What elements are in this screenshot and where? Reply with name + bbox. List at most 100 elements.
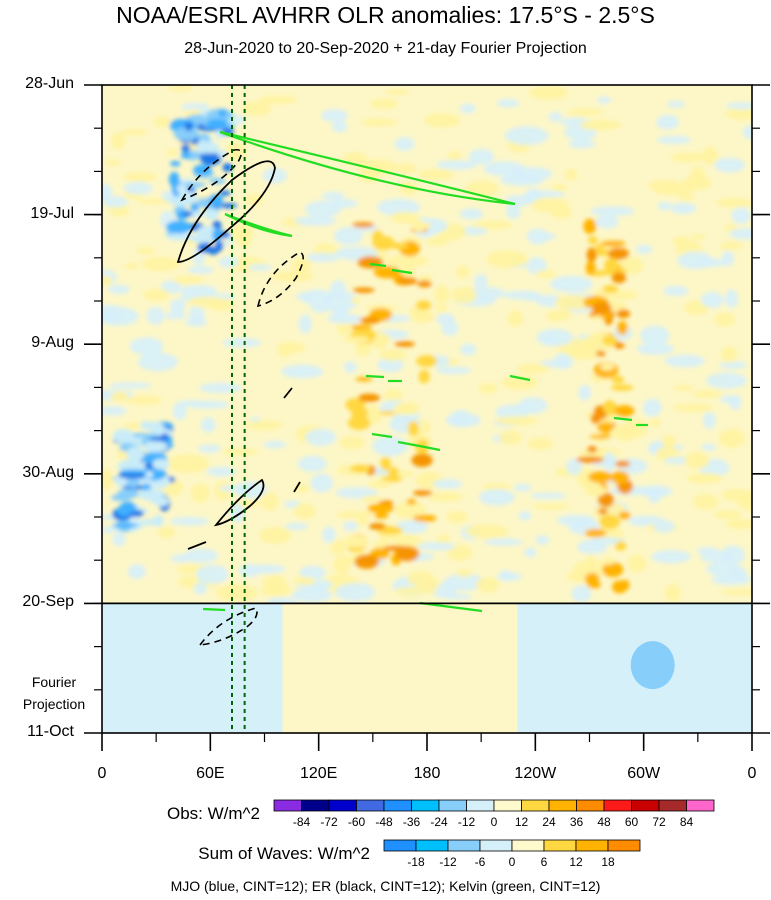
anomaly-cell <box>357 516 369 526</box>
anomaly-cell <box>117 504 131 517</box>
anomaly-patch <box>742 125 752 140</box>
anomaly-patch <box>663 285 689 296</box>
anomaly-cell <box>165 220 193 234</box>
anomaly-cell <box>190 202 200 214</box>
anomaly-cell <box>367 503 395 514</box>
anomaly-patch <box>731 207 752 224</box>
colorbar-swatch <box>438 799 467 812</box>
anomaly-patch <box>713 509 742 519</box>
anomaly-patch <box>548 112 563 122</box>
anomaly-cell <box>614 405 635 417</box>
anomaly-patch <box>372 436 408 457</box>
anomaly-patch <box>102 183 113 201</box>
anomaly-patch <box>664 583 681 602</box>
anomaly-patch <box>129 337 164 356</box>
anomaly-cell <box>382 545 411 552</box>
anomaly-patch <box>329 280 346 300</box>
anomaly-patch <box>434 304 448 313</box>
anomaly-patch <box>516 363 550 374</box>
anomaly-patch <box>691 234 706 241</box>
anomaly-patch <box>446 510 469 524</box>
anomaly-patch <box>122 422 142 430</box>
anomaly-patch <box>496 98 520 108</box>
anomaly-patch <box>108 284 130 294</box>
anomaly-patch <box>112 532 126 547</box>
anomaly-patch <box>579 119 622 131</box>
axis-ticks <box>84 84 770 751</box>
anomaly-cell <box>152 458 170 470</box>
colorbar-tick-label: 12 <box>515 815 529 829</box>
anomaly-patch <box>481 483 512 491</box>
anomaly-cell <box>132 433 160 438</box>
anomaly-patch <box>395 163 417 174</box>
colorbar-swatch <box>415 839 449 852</box>
anomaly-patch <box>258 526 292 544</box>
anomaly-patch <box>719 361 748 369</box>
anomaly-patch <box>647 179 684 191</box>
anomaly-patch <box>306 252 340 263</box>
anomaly-cell <box>597 423 613 433</box>
projection-region-west <box>102 603 283 733</box>
anomaly-cell <box>618 511 631 520</box>
anomaly-patch <box>447 150 462 163</box>
anomaly-cell <box>350 464 371 473</box>
anomaly-cell <box>576 456 605 463</box>
anomaly-cell <box>350 324 372 330</box>
anomaly-cell <box>373 266 401 279</box>
anomaly-cell <box>588 236 598 245</box>
anomaly-cell <box>111 494 132 502</box>
anomaly-patch <box>484 538 524 546</box>
anomaly-cell <box>616 309 631 319</box>
anomaly-cell <box>416 355 438 368</box>
anomaly-patch <box>339 435 365 450</box>
anomaly-patch <box>385 253 429 268</box>
anomaly-patch <box>417 168 455 181</box>
colorbar-tick-label: 84 <box>680 815 694 829</box>
colorbar-tick-label: -84 <box>293 815 311 829</box>
anomaly-patch <box>651 550 691 564</box>
anomaly-patch <box>551 183 568 192</box>
x-tick-label: 180 <box>413 765 441 782</box>
anomaly-patch <box>335 510 374 519</box>
anomaly-patch <box>720 588 752 596</box>
anomaly-cell <box>601 314 610 320</box>
kelvin-contour <box>613 416 633 422</box>
anomaly-cell <box>394 402 420 412</box>
anomaly-patch <box>527 257 547 275</box>
anomaly-cell <box>611 375 624 384</box>
anomaly-patch <box>523 292 539 302</box>
x-tick-label: 60E <box>196 765 225 782</box>
anomaly-cell <box>583 218 597 234</box>
anomaly-patch <box>590 206 635 217</box>
colorbar-swatch <box>328 799 357 812</box>
anomaly-patch <box>193 581 207 595</box>
anomaly-patch <box>305 200 341 218</box>
anomaly-patch <box>642 398 662 417</box>
anomaly-patch <box>135 246 155 255</box>
colorbar-swatch <box>511 839 545 852</box>
anomaly-patch <box>500 173 545 187</box>
colorbar-swatch <box>493 799 522 812</box>
anomaly-patch <box>426 236 450 247</box>
anomaly-cell <box>181 144 191 153</box>
anomaly-patch <box>305 428 337 447</box>
anomaly-patch <box>167 85 193 92</box>
kelvin-contour <box>391 268 413 275</box>
anomaly-patch <box>627 554 647 573</box>
anomaly-patch <box>102 406 127 416</box>
anomaly-patch <box>394 586 438 595</box>
anomaly-cell <box>584 528 607 538</box>
anomaly-cell <box>112 428 135 444</box>
anomaly-cell <box>586 247 597 263</box>
anomaly-cell <box>372 335 387 350</box>
anomaly-patch <box>284 523 309 530</box>
anomaly-patch <box>714 312 736 327</box>
anomaly-patch <box>220 448 259 456</box>
anomaly-patch <box>459 103 476 114</box>
anomaly-patch <box>281 364 324 379</box>
anomaly-patch <box>379 348 407 362</box>
anomaly-patch <box>390 211 420 224</box>
y-tick-label: 19-Jul <box>30 204 74 222</box>
anomaly-cell <box>407 420 419 437</box>
